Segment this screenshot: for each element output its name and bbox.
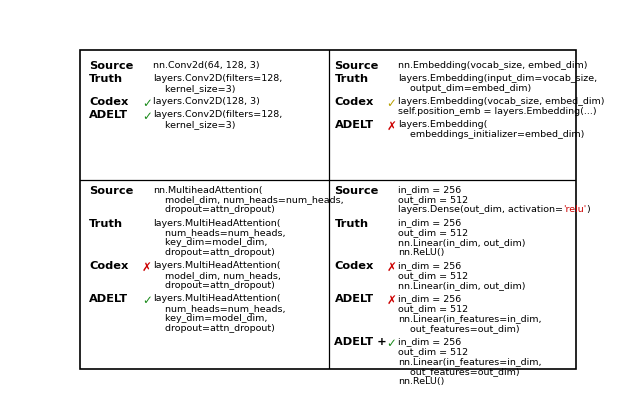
Text: Codex: Codex [335, 261, 374, 271]
Text: layers.Conv2D(filters=128,: layers.Conv2D(filters=128, [154, 74, 283, 83]
Text: dropout=attn_dropout): dropout=attn_dropout) [154, 281, 275, 290]
Text: in_dim = 256: in_dim = 256 [399, 261, 461, 270]
Text: dropout=attn_dropout): dropout=attn_dropout) [154, 205, 275, 215]
Text: layers.Embedding(: layers.Embedding( [399, 120, 488, 129]
Text: ADELT: ADELT [335, 120, 374, 130]
Text: in_dim = 256: in_dim = 256 [399, 337, 461, 346]
Text: out_dim = 512: out_dim = 512 [399, 195, 468, 205]
Text: Source: Source [335, 186, 379, 195]
Text: ✓: ✓ [142, 294, 152, 307]
Text: self.position_emb = layers.Embedding(...): self.position_emb = layers.Embedding(...… [399, 107, 597, 116]
Text: in_dim = 256: in_dim = 256 [399, 219, 461, 227]
Text: dropout=attn_dropout): dropout=attn_dropout) [154, 248, 275, 257]
Text: ✗: ✗ [142, 261, 152, 274]
Text: ADELT: ADELT [89, 110, 128, 120]
Text: ✓: ✓ [387, 337, 396, 350]
Text: kernel_size=3): kernel_size=3) [154, 84, 236, 93]
Text: Truth: Truth [89, 74, 123, 84]
Text: layers.MultiHeadAttention(: layers.MultiHeadAttention( [154, 261, 281, 270]
Text: layers.MultiHeadAttention(: layers.MultiHeadAttention( [154, 219, 281, 227]
Text: out_dim = 512: out_dim = 512 [399, 228, 468, 237]
Text: dropout=attn_dropout): dropout=attn_dropout) [154, 324, 275, 333]
Text: nn.Embedding(vocab_size, embed_dim): nn.Embedding(vocab_size, embed_dim) [399, 61, 588, 70]
Text: out_features=out_dim): out_features=out_dim) [399, 367, 520, 376]
Text: output_dim=embed_dim): output_dim=embed_dim) [399, 84, 532, 93]
Text: out_features=out_dim): out_features=out_dim) [399, 324, 520, 333]
Text: out_dim = 512: out_dim = 512 [399, 304, 468, 313]
Text: Truth: Truth [89, 219, 123, 229]
Text: Codex: Codex [89, 97, 128, 107]
Text: ADELT +: ADELT + [335, 337, 387, 347]
Text: nn.Linear(in_dim, out_dim): nn.Linear(in_dim, out_dim) [399, 238, 526, 247]
Text: model_dim, num_heads,: model_dim, num_heads, [154, 271, 282, 280]
Text: Source: Source [335, 61, 379, 71]
Text: Source: Source [89, 61, 133, 71]
Text: layers.Dense(out_dim, activation=: layers.Dense(out_dim, activation= [399, 205, 563, 215]
Text: nn.Linear(in_dim, out_dim): nn.Linear(in_dim, out_dim) [399, 281, 526, 290]
Text: nn.ReLU(): nn.ReLU() [399, 377, 445, 386]
Text: ✗: ✗ [387, 261, 396, 274]
Text: ✗: ✗ [387, 294, 396, 307]
Text: Truth: Truth [335, 219, 369, 229]
Text: in_dim = 256: in_dim = 256 [399, 186, 461, 195]
Text: Source: Source [89, 186, 133, 195]
Text: layers.Conv2D(128, 3): layers.Conv2D(128, 3) [154, 97, 260, 106]
Text: embeddings_initializer=embed_dim): embeddings_initializer=embed_dim) [399, 129, 585, 139]
Text: nn.Conv2d(64, 128, 3): nn.Conv2d(64, 128, 3) [154, 61, 260, 70]
Text: ADELT: ADELT [89, 294, 128, 304]
Text: ADELT: ADELT [335, 294, 374, 304]
Text: layers.Embedding(vocab_size, embed_dim): layers.Embedding(vocab_size, embed_dim) [399, 97, 605, 106]
Text: in_dim = 256: in_dim = 256 [399, 294, 461, 303]
Text: num_heads=num_heads,: num_heads=num_heads, [154, 228, 286, 237]
Text: num_heads=num_heads,: num_heads=num_heads, [154, 304, 286, 313]
Text: layers.Conv2D(filters=128,: layers.Conv2D(filters=128, [154, 110, 283, 119]
Text: model_dim, num_heads=num_heads,: model_dim, num_heads=num_heads, [154, 195, 344, 205]
Text: Codex: Codex [335, 97, 374, 107]
Text: ✗: ✗ [387, 120, 396, 133]
Text: ✓: ✓ [142, 110, 152, 123]
Text: Truth: Truth [335, 74, 369, 84]
Text: kernel_size=3): kernel_size=3) [154, 120, 236, 129]
Text: layers.MultiHeadAttention(: layers.MultiHeadAttention( [154, 294, 281, 303]
Text: key_dim=model_dim,: key_dim=model_dim, [154, 238, 268, 247]
Text: ✓: ✓ [142, 97, 152, 110]
Text: key_dim=model_dim,: key_dim=model_dim, [154, 314, 268, 323]
Text: nn.Linear(in_features=in_dim,: nn.Linear(in_features=in_dim, [399, 314, 542, 323]
Text: nn.Linear(in_features=in_dim,: nn.Linear(in_features=in_dim, [399, 357, 542, 366]
Text: out_dim = 512: out_dim = 512 [399, 271, 468, 280]
Text: Codex: Codex [89, 261, 128, 271]
Text: 'relu': 'relu' [563, 205, 587, 215]
Text: ): ) [587, 205, 591, 215]
Text: layers.Embedding(input_dim=vocab_size,: layers.Embedding(input_dim=vocab_size, [399, 74, 598, 83]
Text: nn.ReLU(): nn.ReLU() [399, 248, 445, 257]
Text: out_dim = 512: out_dim = 512 [399, 347, 468, 356]
Text: ✓: ✓ [387, 97, 396, 110]
Text: nn.MultiheadAttention(: nn.MultiheadAttention( [154, 186, 263, 195]
